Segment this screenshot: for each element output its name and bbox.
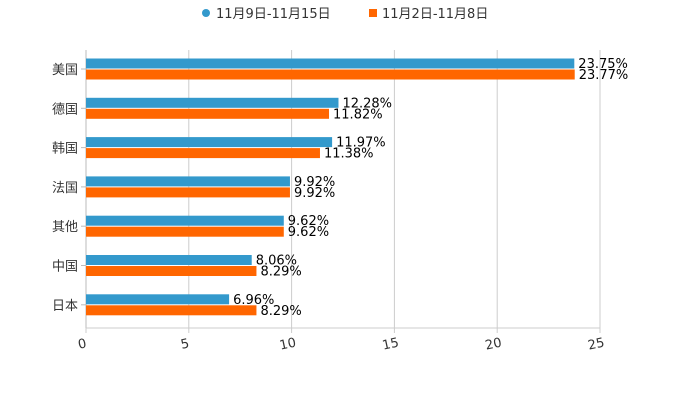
grid-lines [188, 50, 601, 328]
category-label: 其他 [52, 220, 78, 235]
bar-series-2[interactable] [86, 226, 284, 237]
data-label-series-1: 11.97% [336, 136, 386, 151]
bar-series-2[interactable] [86, 148, 320, 159]
bar-series-1[interactable] [86, 58, 575, 69]
category-label: 韩国 [52, 142, 78, 157]
data-label-series-1: 6.96% [233, 293, 274, 308]
data-label-series-2: 11.82% [333, 107, 383, 122]
data-label-series-2: 9.92% [294, 186, 335, 201]
category-label: 德国 [52, 102, 78, 117]
bar-series-1[interactable] [86, 255, 252, 265]
bars [86, 58, 575, 316]
data-label-series-1: 8.06% [256, 254, 297, 269]
x-tick-label: 0 [77, 336, 88, 352]
category-label: 日本 [52, 299, 78, 314]
data-label-series-1: 12.28% [342, 96, 392, 111]
bar-series-1[interactable] [86, 137, 333, 148]
data-label-series-2: 8.29% [260, 265, 301, 280]
data-label-series-1: 9.92% [294, 175, 335, 190]
x-tick-label: 25 [587, 336, 606, 354]
bar-series-1[interactable] [86, 294, 230, 305]
category-label: 中国 [52, 260, 78, 275]
category-label: 法国 [52, 181, 78, 196]
legend-marker-series-2 [369, 9, 377, 17]
data-label-series-2: 11.38% [324, 147, 374, 162]
bar-series-1[interactable] [86, 176, 290, 187]
data-label-series-2: 8.29% [260, 304, 301, 319]
data-labels: 23.75%23.77% 12.28%11.82% 11.97%11.38% 9.92… [233, 57, 628, 319]
bar-series-2[interactable] [86, 266, 257, 276]
x-tick-label: 5 [179, 336, 190, 352]
bar-series-2[interactable] [86, 108, 330, 119]
x-tick-label: 20 [484, 336, 503, 354]
bar-series-2[interactable] [86, 187, 290, 198]
x-tick-label: 10 [278, 336, 297, 354]
data-label-series-1: 23.75% [578, 57, 628, 72]
legend-label-series-1[interactable]: 11月9日-11月15日 [216, 7, 331, 22]
legend: 11月9日-11月15日 11月2日-11月8日 [202, 7, 488, 22]
legend-marker-series-1 [202, 9, 210, 17]
bar-series-2[interactable] [86, 69, 575, 80]
legend-label-series-2[interactable]: 11月2日-11月8日 [382, 7, 488, 22]
x-tick-label: 15 [381, 336, 400, 354]
category-label: 美国 [52, 63, 78, 78]
bar-series-1[interactable] [86, 97, 339, 108]
data-label-series-1: 9.62% [288, 214, 329, 229]
bar-series-2[interactable] [86, 305, 257, 316]
data-label-series-2: 9.62% [288, 225, 329, 240]
bar-series-1[interactable] [86, 215, 284, 226]
data-label-series-2: 23.77% [579, 68, 629, 83]
